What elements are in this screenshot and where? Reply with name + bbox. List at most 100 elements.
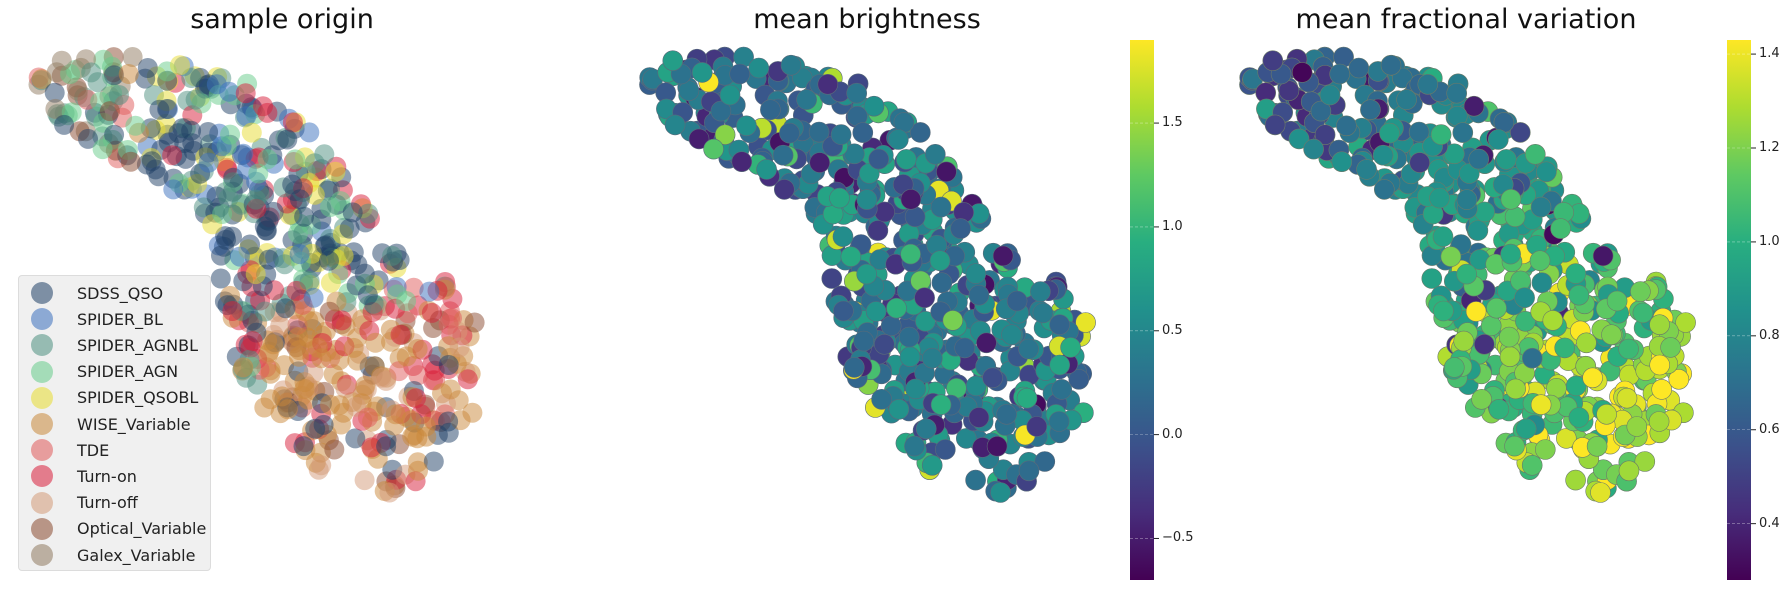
sample-point	[343, 337, 364, 358]
fractional-variation-point	[1408, 121, 1430, 143]
fractional-variation-point	[1360, 99, 1381, 120]
brightness-point	[900, 243, 921, 265]
sample-point	[311, 455, 332, 476]
fractional-variation-point	[1331, 151, 1353, 172]
brightness-point	[965, 263, 987, 284]
fractional-variation-point	[1601, 324, 1622, 346]
brightness-point	[887, 129, 909, 150]
fractional-variation-point	[1505, 378, 1526, 400]
brightness-point	[729, 63, 751, 85]
fractional-variation-point	[1417, 74, 1439, 95]
sample-point	[293, 436, 314, 457]
sample-point	[325, 161, 346, 182]
sample-point	[51, 50, 72, 71]
sample-point	[320, 394, 341, 415]
sample-point	[162, 145, 183, 166]
colorbar-brightness	[1130, 40, 1154, 580]
fractional-variation-point	[1529, 250, 1551, 272]
sample-point	[255, 301, 276, 322]
legend-marker-icon	[31, 517, 53, 540]
fractional-variation-point	[1409, 152, 1430, 173]
sample-point	[419, 281, 440, 302]
fractional-variation-point	[1586, 435, 1608, 457]
legend-label: WISE_Variable	[77, 414, 191, 434]
fractional-variation-point	[1421, 268, 1443, 289]
fractional-variation-point	[1515, 310, 1536, 332]
legend-marker-icon	[31, 439, 53, 462]
brightness-point	[936, 161, 957, 183]
sample-point	[122, 47, 143, 67]
fractional-variation-point	[1471, 388, 1492, 410]
sample-point	[253, 96, 273, 117]
sample-point	[324, 439, 345, 460]
fractional-variation-point	[1456, 263, 1477, 285]
sample-point	[242, 331, 263, 352]
sample-point	[282, 174, 303, 195]
fractional-variation-point	[1429, 187, 1450, 209]
sample-point	[438, 355, 459, 375]
sample-point	[233, 143, 254, 164]
sample-point	[274, 254, 295, 275]
brightness-point	[691, 62, 713, 83]
brightness-point	[1051, 379, 1072, 400]
brightness-point	[1018, 338, 1039, 360]
fractional-variation-point	[1314, 124, 1336, 145]
brightness-point	[1016, 387, 1038, 409]
brightness-point	[843, 357, 865, 378]
brightness-point	[830, 124, 852, 145]
brightness-point	[1032, 302, 1054, 324]
brightness-point	[929, 250, 951, 272]
brightness-point	[931, 272, 953, 294]
chart-title-sample-origin: sample origin	[190, 4, 374, 35]
sample-point	[245, 189, 266, 210]
sample-point	[357, 407, 378, 428]
brightness-point	[779, 122, 800, 144]
sample-point	[118, 64, 139, 84]
brightness-point	[1034, 451, 1056, 472]
brightness-point	[955, 428, 977, 449]
brightness-point	[992, 245, 1014, 267]
sample-point	[304, 311, 325, 332]
legend-label: Turn-off	[77, 493, 138, 513]
legend-marker-icon	[31, 465, 53, 488]
brightness-point	[880, 315, 902, 337]
sample-point	[408, 365, 429, 386]
sample-point	[206, 74, 227, 95]
brightness-point	[1068, 368, 1090, 390]
sample-point	[78, 128, 98, 149]
fractional-variation-point	[1590, 482, 1611, 503]
sample-origin-scatter	[28, 47, 485, 503]
brightness-point	[904, 206, 926, 228]
brightness-point	[833, 300, 854, 322]
brightness-point	[1030, 281, 1051, 302]
colorbar-tick-label: 1.5	[1162, 115, 1183, 131]
fractional-variation-point	[1592, 245, 1614, 267]
brightness-point	[990, 482, 1011, 503]
brightness-point	[840, 246, 862, 267]
legend-marker-icon	[31, 334, 53, 357]
brightness-point	[858, 163, 880, 184]
fractional-variation-point	[1550, 218, 1571, 239]
legend-entry: SPIDER_BL	[31, 308, 163, 331]
fractional-variation-point	[1433, 300, 1454, 322]
fractional-variation-point	[1542, 310, 1564, 331]
sample-point	[120, 151, 141, 172]
sample-point	[81, 62, 102, 83]
sample-point	[137, 58, 158, 78]
brightness-point	[817, 74, 839, 95]
brightness-point	[1048, 411, 1070, 432]
fractional-variation-point	[1499, 346, 1521, 368]
colorbar-fractional-variation	[1727, 40, 1751, 580]
sample-point	[277, 399, 298, 420]
fractional-variation-point	[1310, 100, 1332, 122]
fractional-variation-point	[1264, 114, 1286, 136]
colorbar-tick-label: 0.8	[1759, 327, 1780, 343]
fractional-variation-point	[1465, 301, 1487, 322]
fractional-variation-point	[1648, 411, 1670, 432]
sample-point	[220, 124, 241, 145]
sample-point	[218, 188, 239, 209]
brightness-point	[873, 333, 895, 355]
sample-point	[44, 82, 65, 103]
brightness-point	[868, 148, 890, 170]
fractional-variation-point	[1649, 314, 1670, 336]
